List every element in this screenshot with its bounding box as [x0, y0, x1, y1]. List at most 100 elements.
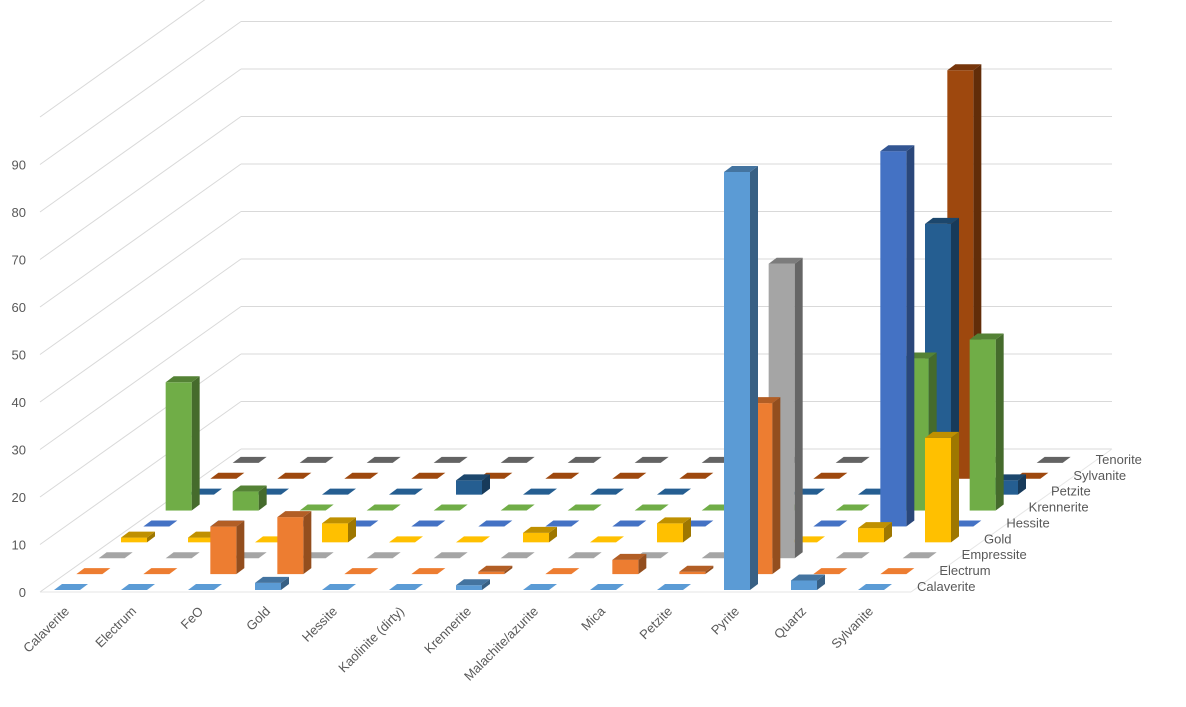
bar-top-face — [277, 511, 312, 518]
bar-sylvanite-feo — [344, 472, 379, 479]
bar-top-face — [947, 64, 982, 71]
bar-flat-tile — [634, 456, 669, 463]
bar-top-face — [925, 217, 959, 224]
bar-front-face — [925, 437, 951, 543]
bar-side-face — [549, 526, 557, 543]
bar-empressite-malachite-azurite — [567, 552, 602, 559]
bars — [54, 64, 1071, 590]
bar-petzite-kaolinite-dirty — [523, 488, 557, 495]
bar-tenorite-petzite — [835, 456, 870, 463]
x-tick-label: Krennerite — [421, 604, 474, 657]
bar-calaverite-electrum — [121, 584, 155, 590]
bar-flat-tile — [858, 584, 892, 590]
bar-flat-tile — [813, 520, 848, 527]
floor-right-edge — [910, 448, 1113, 593]
bar-calaverite-malachite-azurite — [523, 584, 557, 590]
bar-calaverite-petzite — [657, 584, 691, 590]
bar-flat-tile — [433, 552, 468, 559]
bar-flat-tile — [523, 584, 557, 590]
bar-empressite-hessite — [366, 552, 401, 559]
bar-hessite-quartz — [880, 145, 915, 527]
bar-tenorite-hessite — [500, 456, 535, 463]
bar-sylvanite-gold — [411, 472, 446, 479]
bar-flat-tile — [657, 488, 691, 495]
bar-hessite-kaolinite-dirty — [478, 520, 513, 527]
bar-petzite-krennerite — [590, 488, 624, 495]
bar-front-face — [456, 480, 482, 495]
bar-flat-tile — [121, 584, 155, 590]
bar-front-face — [322, 523, 348, 543]
bar-flat-tile — [590, 488, 624, 495]
y-tick-label: 40 — [12, 395, 26, 410]
bar-flat-tile — [389, 584, 423, 590]
bar-flat-tile — [634, 504, 669, 511]
bar-flat-tile — [188, 584, 222, 590]
bar-flat-tile — [500, 504, 535, 511]
bar-flat-tile — [523, 488, 557, 495]
bar-flat-tile — [344, 472, 379, 479]
bar-calaverite-sylvanite — [858, 584, 892, 590]
gridline-side-50 — [39, 211, 242, 355]
gridline-side-0 — [39, 448, 242, 593]
bar-side-face — [794, 257, 803, 559]
bar-flat-tile — [366, 552, 401, 559]
bar-side-face — [482, 579, 490, 590]
bar-front-face — [969, 339, 996, 511]
bar-front-face — [679, 571, 706, 575]
bar-sylvanite-calaverite — [210, 472, 245, 479]
bar-gold-sylvanite — [925, 431, 959, 543]
bar-front-face — [456, 585, 482, 590]
bar-tenorite-feo — [366, 456, 401, 463]
bar-krennerite-hessite — [433, 504, 468, 511]
bar-front-face — [277, 517, 304, 575]
bar-front-face — [255, 582, 281, 590]
bar-sylvanite-krennerite — [612, 472, 647, 479]
bar-krennerite-feo — [299, 504, 334, 511]
bar-petzite-hessite — [456, 474, 490, 495]
bar-flat-tile — [299, 456, 334, 463]
bar-calaverite-quartz — [791, 574, 825, 590]
y-tick-label: 30 — [12, 443, 26, 458]
bar-top-face — [925, 431, 959, 438]
bar-empressite-electrum — [165, 552, 200, 559]
bar-flat-tile — [411, 520, 446, 527]
bar-front-face — [657, 523, 683, 543]
bar-flat-tile — [835, 552, 870, 559]
bar-top-face — [791, 574, 825, 581]
bar-front-face — [165, 382, 192, 511]
bar-flat-tile — [322, 584, 356, 590]
bar-electrum-quartz — [813, 568, 848, 575]
bar-front-face — [121, 537, 147, 543]
depth-label: Petzite — [1051, 484, 1091, 499]
bar-flat-tile — [567, 552, 602, 559]
bar-top-face — [858, 522, 892, 529]
bar-calaverite-gold — [255, 576, 289, 590]
bar-flat-tile — [143, 520, 178, 527]
gridline-side-70 — [39, 116, 242, 260]
bar-side-face — [1018, 474, 1026, 495]
bar-flat-tile — [679, 472, 714, 479]
bar-flat-tile — [411, 472, 446, 479]
bar-gold-krennerite — [523, 526, 557, 543]
bar-side-face — [281, 576, 289, 590]
bar-electrum-kaolinite-dirty — [411, 568, 446, 575]
bar-electrum-hessite — [344, 568, 379, 575]
bar-calaverite-mica — [590, 584, 624, 590]
bar-flat-tile — [389, 536, 423, 543]
bar-side-face — [191, 376, 200, 511]
bar-empressite-sylvanite — [902, 552, 937, 559]
depth-label: Hessite — [1006, 515, 1049, 530]
bar-top-face — [121, 531, 155, 538]
bar-side-face — [884, 522, 892, 543]
bar-top-face — [880, 145, 915, 152]
bar-calaverite-pyrite — [724, 166, 758, 590]
bar-flat-tile — [98, 552, 133, 559]
x-axis-ticks: Calaverite Electrum FeO Gold HessiteKaolinit… — [20, 603, 876, 684]
x-tick-label: Petzite — [636, 604, 675, 643]
gridline-side-90 — [39, 21, 242, 165]
bar-side-face — [705, 565, 714, 575]
gridline-side-40 — [39, 258, 242, 403]
bar-front-face — [523, 532, 549, 543]
x-tick-label: Gold — [243, 604, 273, 634]
